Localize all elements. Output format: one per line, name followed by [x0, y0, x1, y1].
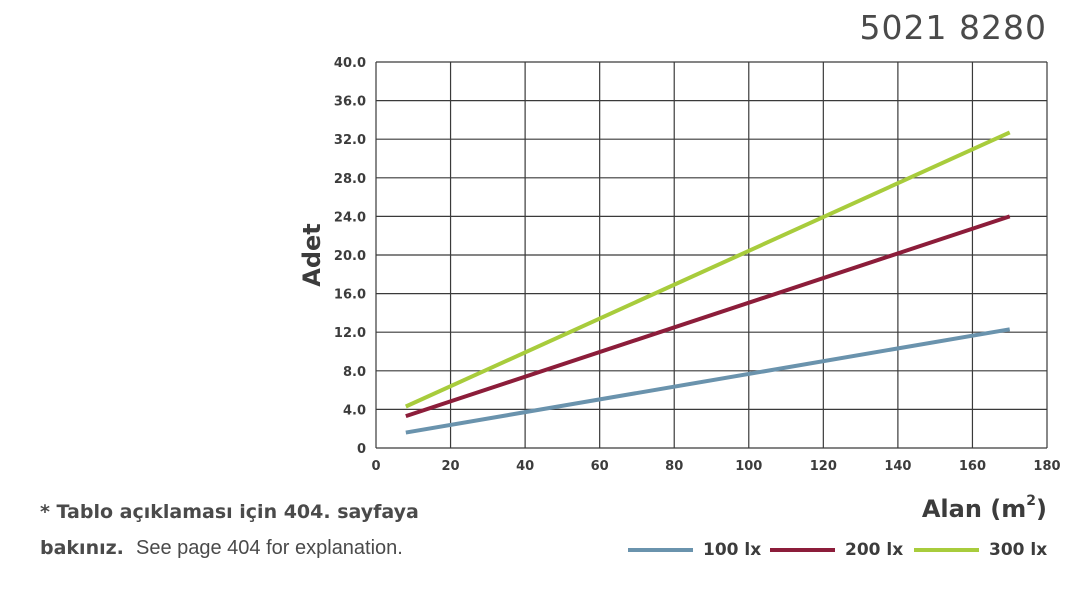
- series-line-200-lx: [405, 214, 1011, 419]
- x-tick-label: 60: [591, 459, 609, 474]
- legend-item-300: 300 lx: [914, 538, 1047, 562]
- y-tick-label: 32.0: [334, 133, 366, 148]
- x-tick-label: 180: [1033, 459, 1060, 474]
- y-axis-label: Adet: [298, 223, 326, 287]
- x-tick-label: 40: [516, 459, 534, 474]
- x-tick-label: 80: [665, 459, 683, 474]
- chart-series: [404, 130, 1011, 435]
- x-tick-label: 120: [810, 459, 837, 474]
- y-tick-label: 8.0: [343, 365, 366, 380]
- y-tick-label: 36.0: [334, 95, 366, 110]
- y-tick-label: 12.0: [334, 326, 366, 341]
- x-tick-label: 160: [959, 459, 986, 474]
- x-tick-label: 0: [371, 459, 380, 474]
- legend-item-100: 100 lx: [628, 538, 761, 562]
- footnote-en: See page 404 for explanation.: [135, 537, 403, 559]
- legend-item-200: 200 lx: [770, 538, 903, 562]
- series-line-100-lx: [405, 327, 1011, 435]
- y-tick-label: 40.0: [334, 56, 366, 71]
- x-axis-label: Alan (m2): [922, 493, 1047, 523]
- footnote-tr2: bakınız.: [40, 537, 124, 559]
- y-tick-label: 0: [357, 442, 366, 457]
- chart-grid: [375, 61, 1048, 449]
- footnote-tr: * Tablo açıklaması için 404. sayfaya: [40, 501, 419, 523]
- y-tick-label: 28.0: [334, 172, 366, 187]
- y-tick-label: 24.0: [334, 210, 366, 225]
- x-tick-label: 100: [735, 459, 762, 474]
- chart-ticks: 0 20 40 60 80 100 120 140 160 180 0 4.0 8.0 12.0 16.0 2…: [334, 56, 1061, 474]
- legend-label-300: 300 lx: [989, 540, 1048, 560]
- x-tick-label: 140: [884, 459, 911, 474]
- legend-swatch-200: [770, 548, 835, 552]
- product-code: 5021 8280: [859, 8, 1047, 47]
- legend-swatch-100: [628, 548, 693, 552]
- series-line-300-lx: [404, 130, 1011, 409]
- y-tick-label: 4.0: [343, 403, 366, 418]
- y-tick-label: 20.0: [334, 249, 366, 264]
- legend-label-200: 200 lx: [845, 540, 904, 560]
- footnote: * Tablo açıklaması için 404. sayfaya bak…: [40, 494, 419, 566]
- legend-label-100: 100 lx: [703, 540, 762, 560]
- y-tick-label: 16.0: [334, 288, 366, 303]
- x-tick-label: 20: [442, 459, 460, 474]
- legend-swatch-300: [914, 548, 979, 552]
